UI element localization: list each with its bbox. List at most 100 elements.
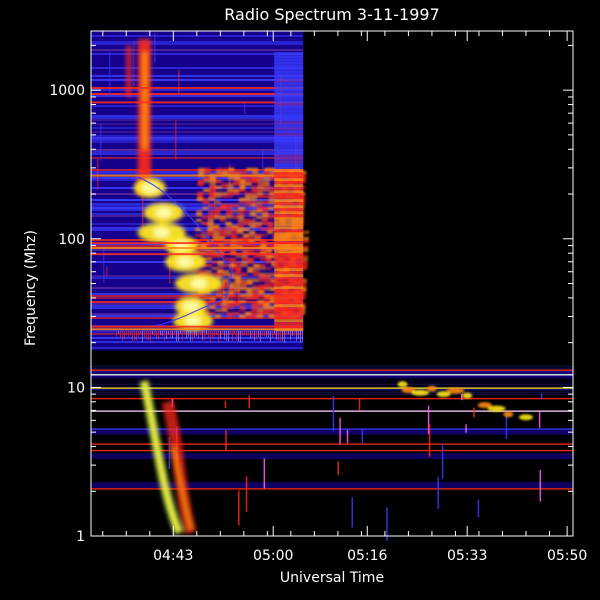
strip-cell (274, 319, 303, 322)
orange-cell (246, 297, 252, 300)
orange-cell (209, 192, 215, 195)
orange-cell (264, 288, 270, 291)
orange-cell (226, 216, 232, 219)
upper-row (91, 65, 303, 67)
orange-cell (256, 210, 262, 213)
orange-cell (202, 222, 208, 225)
comb-tick (242, 331, 243, 336)
spike (539, 412, 541, 428)
orange-cell (238, 222, 244, 225)
y-tick-label: 1 (76, 529, 85, 545)
comb-tick (172, 331, 173, 338)
orange-cell (234, 177, 240, 180)
orange-cell (198, 183, 204, 186)
comb-tick (120, 331, 121, 338)
orange-cell (257, 204, 263, 207)
upper-row (91, 117, 303, 119)
orange-cell (244, 210, 250, 213)
orange-cell (219, 234, 225, 237)
strip-cell (274, 61, 303, 64)
lower-interference-line (91, 374, 573, 376)
orange-cell (235, 282, 241, 285)
strip-cell (274, 295, 303, 298)
upper-streak (133, 40, 135, 86)
orange-cell (227, 189, 233, 192)
orange-cell (222, 171, 228, 174)
orange-cell (252, 288, 258, 291)
orange-cell (257, 309, 263, 312)
patchy-emission (398, 381, 533, 420)
orange-cell (204, 180, 210, 183)
orange-cell (245, 201, 251, 204)
orange-cell (267, 228, 273, 231)
orange-cell (257, 315, 263, 318)
comb-tick (146, 331, 147, 340)
comb-tick (254, 331, 255, 341)
orange-cell (235, 279, 241, 282)
lower-noise-row (91, 376, 573, 377)
upper-row (91, 89, 303, 91)
strip-cell (274, 304, 303, 307)
orange-cell (260, 255, 266, 258)
upper-row (91, 51, 303, 53)
orange-cell (232, 225, 238, 228)
upper-row (91, 143, 303, 145)
comb-tick (210, 331, 211, 342)
orange-cell (248, 261, 254, 264)
orange-cell (252, 168, 258, 171)
orange-cell (216, 294, 222, 297)
strip-cell (274, 127, 303, 130)
orange-cell (216, 291, 222, 294)
strip-cell (274, 268, 303, 271)
orange-cell (264, 294, 270, 297)
lower-panel-image (91, 366, 573, 541)
orange-cell (244, 219, 250, 222)
orange-cell (268, 207, 274, 210)
orange-cell (202, 207, 208, 210)
orange-cell (196, 213, 202, 216)
upper-panel-image (91, 31, 309, 351)
orange-cell (197, 195, 203, 198)
orange-cell (251, 189, 257, 192)
orange-cell (251, 195, 257, 198)
orange-cell (303, 231, 309, 234)
orange-cell (227, 312, 233, 315)
orange-cell (244, 222, 250, 225)
orange-cell (204, 177, 210, 180)
upper-row (91, 105, 303, 107)
comb-tick (288, 331, 289, 335)
orange-cell (263, 201, 269, 204)
orange-cell (226, 213, 232, 216)
upper-row (91, 67, 303, 69)
orange-cell (209, 189, 215, 192)
strip-cell (274, 97, 303, 100)
orange-cell (252, 294, 258, 297)
upper-row (91, 147, 303, 149)
strip-cell (274, 325, 303, 328)
orange-cell (246, 168, 252, 171)
strip-cell (274, 247, 303, 250)
upper-row (91, 97, 303, 99)
orange-cell (247, 267, 253, 270)
yellow-core (173, 241, 189, 251)
upper-row (91, 37, 303, 39)
comb-tick (164, 331, 165, 341)
orange-cell (207, 228, 213, 231)
orange-cell (227, 315, 233, 318)
strip-cell (274, 121, 303, 124)
comb-tick (280, 331, 281, 341)
orange-cell (221, 309, 227, 312)
orange-cell (258, 300, 264, 303)
orange-cell (239, 309, 245, 312)
strip-cell (274, 199, 303, 202)
orange-cell (255, 234, 261, 237)
strip-cell (274, 166, 303, 169)
orange-cell (249, 231, 255, 234)
orange-cell (236, 264, 242, 267)
orange-cell (227, 204, 233, 207)
orange-cell (266, 261, 272, 264)
strip-cell (274, 241, 303, 244)
upper-row (91, 99, 303, 101)
comb-tick (220, 331, 221, 339)
orange-cell (212, 261, 218, 264)
